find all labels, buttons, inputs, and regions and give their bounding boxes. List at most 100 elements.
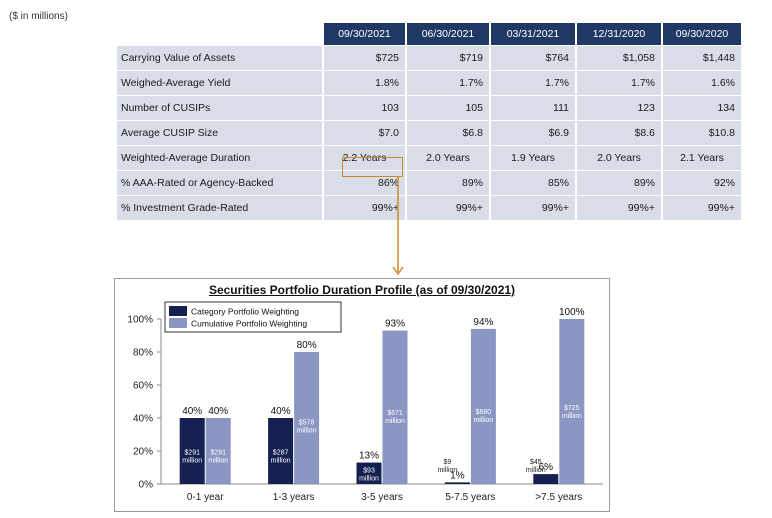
amount-label: $9 xyxy=(444,459,452,466)
table-cell: 111 xyxy=(491,96,575,120)
duration-profile-chart: Securities Portfolio Duration Profile (a… xyxy=(114,278,610,512)
table-cell: 92% xyxy=(663,171,741,195)
amount-suffix-label: million xyxy=(562,413,582,420)
x-tick-label: 0-1 year xyxy=(187,492,224,503)
table-cell: 2.0 Years xyxy=(407,146,489,170)
y-tick-label: 40% xyxy=(133,414,153,425)
table-cell: $6.8 xyxy=(407,121,489,145)
row-label: Carrying Value of Assets xyxy=(117,46,322,70)
amount-suffix-label: million xyxy=(437,467,457,474)
amount-suffix-label: million xyxy=(297,428,317,435)
y-tick-label: 100% xyxy=(127,315,153,326)
table-cell: $764 xyxy=(491,46,575,70)
amount-label: $680 xyxy=(476,409,492,416)
data-label: 40% xyxy=(208,406,228,417)
table-cell: 99%+ xyxy=(663,196,741,220)
table-cell: $1,448 xyxy=(663,46,741,70)
table-row: Weighed-Average Yield 1.8% 1.7% 1.7% 1.7… xyxy=(117,71,741,95)
table-cell-highlighted: 2.2 Years xyxy=(324,146,405,170)
chart-title: Securities Portfolio Duration Profile (a… xyxy=(208,283,516,297)
amount-suffix-label: million xyxy=(359,476,379,483)
column-header: 03/31/2021 xyxy=(491,23,575,45)
row-label: Average CUSIP Size xyxy=(117,121,322,145)
amount-label: $671 xyxy=(387,410,403,417)
column-header: 09/30/2021 xyxy=(324,23,405,45)
table-row: Carrying Value of Assets $725 $719 $764 … xyxy=(117,46,741,70)
legend-label: Cumulative Portfolio Weighting xyxy=(191,319,307,329)
legend-box xyxy=(164,301,342,333)
table-cell: $7.0 xyxy=(324,121,405,145)
bar-category xyxy=(444,482,470,484)
column-header: 09/30/2020 xyxy=(663,23,741,45)
table-cell: 1.7% xyxy=(407,71,489,95)
amount-suffix-label: million xyxy=(473,417,493,424)
row-label: % AAA-Rated or Agency-Backed xyxy=(117,171,322,195)
table-row: Number of CUSIPs 103 105 111 123 134 xyxy=(117,96,741,120)
data-label: 6% xyxy=(539,462,554,473)
amount-label: $725 xyxy=(564,405,580,412)
bar-category xyxy=(268,418,294,484)
table-cell: 1.6% xyxy=(663,71,741,95)
table-cell: 103 xyxy=(324,96,405,120)
x-tick-label: 3-5 years xyxy=(361,492,403,503)
row-label: Weighed-Average Yield xyxy=(117,71,322,95)
table-cell: $8.6 xyxy=(577,121,661,145)
table-cell: 2.1 Years xyxy=(663,146,741,170)
amount-suffix-label: million xyxy=(385,418,405,425)
x-tick-label: 5-7.5 years xyxy=(445,492,495,503)
table-cell: 1.9 Years xyxy=(491,146,575,170)
table-cell: 1.7% xyxy=(491,71,575,95)
bar-cumulative xyxy=(294,352,320,484)
bar-cumulative xyxy=(559,319,585,484)
table-cell: $719 xyxy=(407,46,489,70)
table-cell: 85% xyxy=(491,171,575,195)
data-label: 100% xyxy=(559,307,585,318)
amount-label: $45 xyxy=(530,459,542,466)
table-cell: 2.0 Years xyxy=(577,146,661,170)
table-row: Average CUSIP Size $7.0 $6.8 $6.9 $8.6 $… xyxy=(117,121,741,145)
table-cell: 134 xyxy=(663,96,741,120)
y-tick-label: 60% xyxy=(133,381,153,392)
table-cell: 123 xyxy=(577,96,661,120)
table-header-row: 09/30/2021 06/30/2021 03/31/2021 12/31/2… xyxy=(117,23,741,45)
table-row: % AAA-Rated or Agency-Backed 86% 89% 85%… xyxy=(117,171,741,195)
data-label: 40% xyxy=(182,406,202,417)
y-tick-label: 80% xyxy=(133,348,153,359)
amount-label: $291 xyxy=(210,449,226,456)
amount-suffix-label: million xyxy=(208,457,228,464)
portfolio-metrics-table: 09/30/2021 06/30/2021 03/31/2021 12/31/2… xyxy=(115,22,743,221)
bar-category xyxy=(533,474,559,484)
legend-swatch xyxy=(169,318,187,328)
units-note: ($ in millions) xyxy=(9,11,68,22)
table-cell: 99%+ xyxy=(491,196,575,220)
table-cell: $6.9 xyxy=(491,121,575,145)
row-label: % Investment Grade-Rated xyxy=(117,196,322,220)
table-cell: 89% xyxy=(577,171,661,195)
amount-suffix-label: million xyxy=(271,457,291,464)
amount-suffix-label: million xyxy=(182,457,202,464)
table-cell: 1.7% xyxy=(577,71,661,95)
amount-label: $287 xyxy=(273,449,289,456)
y-tick-label: 20% xyxy=(133,447,153,458)
table-row: % Investment Grade-Rated 99%+ 99%+ 99%+ … xyxy=(117,196,741,220)
amount-label: $93 xyxy=(363,468,375,475)
table-cell: $725 xyxy=(324,46,405,70)
data-label: 40% xyxy=(271,406,291,417)
table-cell: $1,058 xyxy=(577,46,661,70)
table-cell: 89% xyxy=(407,171,489,195)
chart-plot: 0%20%40%60%80%100%0-1 year40%$291million… xyxy=(127,301,603,503)
data-label: 93% xyxy=(385,319,405,330)
row-label: Number of CUSIPs xyxy=(117,96,322,120)
table-cell: 86% xyxy=(324,171,405,195)
table-cell: 1.8% xyxy=(324,71,405,95)
table-cell: 99%+ xyxy=(577,196,661,220)
table-cell: 99%+ xyxy=(324,196,405,220)
data-label: 1% xyxy=(450,470,465,481)
amount-suffix-label: million xyxy=(526,467,546,474)
amount-label: $578 xyxy=(299,420,315,427)
table-cell: $10.8 xyxy=(663,121,741,145)
bar-cumulative xyxy=(382,330,408,484)
x-tick-label: 1-3 years xyxy=(273,492,315,503)
table-cell: 105 xyxy=(407,96,489,120)
